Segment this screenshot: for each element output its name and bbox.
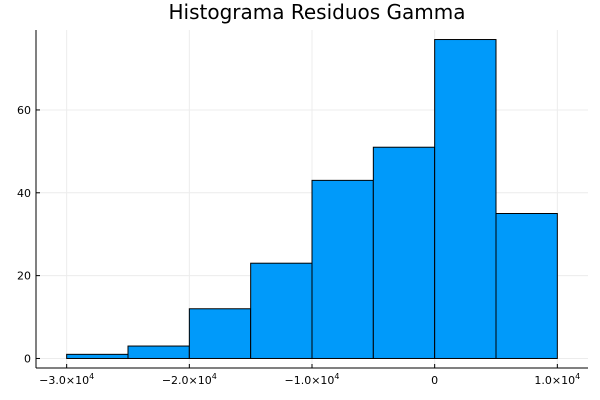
histogram-bar xyxy=(434,39,497,359)
histogram-bar xyxy=(250,262,313,359)
x-tick-label: 0 xyxy=(431,374,438,387)
chart-title: Histograma Residuos Gamma xyxy=(168,0,465,24)
y-tick-label: 20 xyxy=(17,270,31,283)
x-tick-label: −1.0×104 xyxy=(284,372,339,387)
histogram-bar xyxy=(372,146,436,359)
histogram-bars xyxy=(66,39,558,359)
histogram-bar xyxy=(311,179,374,359)
histogram-bar xyxy=(188,308,252,359)
x-tick-label: −2.0×104 xyxy=(162,372,217,387)
x-tick-label: −3.0×104 xyxy=(39,372,94,387)
y-tick-label: 60 xyxy=(17,104,31,117)
axes xyxy=(35,30,588,369)
y-tick-labels: 0 20 40 60 xyxy=(17,104,31,366)
histogram-bar xyxy=(495,212,558,359)
x-tick-labels: −3.0×104 −2.0×104 −1.0×104 0 1.0×104 xyxy=(39,372,580,387)
x-tick-label: 1.0×104 xyxy=(534,372,580,387)
y-tick-label: 40 xyxy=(17,187,31,200)
histogram-bar xyxy=(127,345,190,359)
histogram-bar xyxy=(66,353,129,359)
y-tick-label: 0 xyxy=(24,352,31,365)
